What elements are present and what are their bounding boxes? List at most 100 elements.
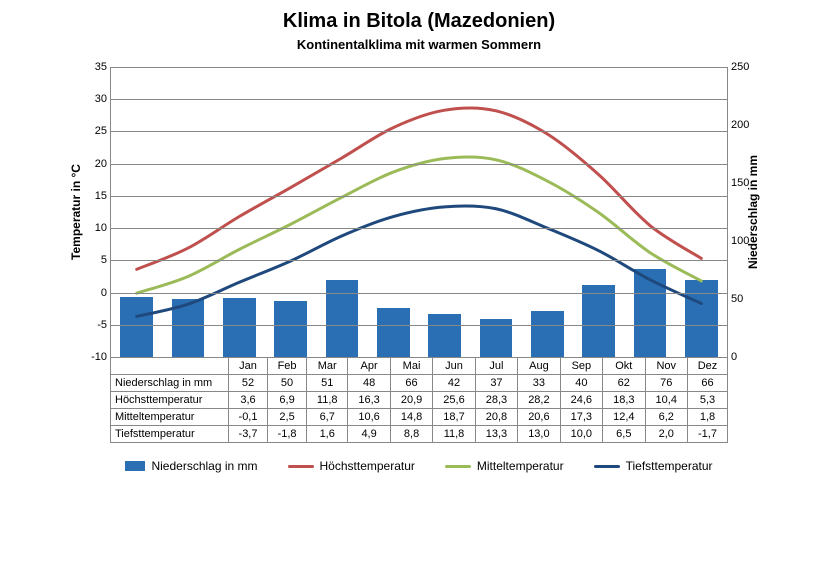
table-row-label: Mitteltemperatur	[111, 409, 229, 426]
y-tick-left: 15	[83, 190, 107, 202]
table-cell: 28,3	[475, 392, 517, 409]
y-tick-left: -5	[83, 319, 107, 331]
table-cell: 24,6	[560, 392, 602, 409]
grid-line	[111, 164, 727, 165]
y-tick-right: 50	[731, 293, 757, 305]
table-cell: 13,3	[475, 426, 517, 443]
grid-line	[111, 99, 727, 100]
table-cell: 6,2	[645, 409, 687, 426]
grid-line	[111, 67, 727, 68]
chart-area: Temperatur in °C Niederschlag in mm -10-…	[80, 67, 758, 357]
legend-swatch	[594, 465, 620, 468]
table-cell: 48	[348, 375, 390, 392]
table-cell: 66	[390, 375, 432, 392]
table-month-header: Okt	[603, 358, 645, 375]
table-cell: 66	[687, 375, 727, 392]
table-cell: 11,8	[433, 426, 475, 443]
y-tick-left: 0	[83, 287, 107, 299]
table-cell: 12,4	[603, 409, 645, 426]
table-row-label: Höchsttemperatur	[111, 392, 229, 409]
data-table: JanFebMarAprMaiJunJulAugSepOktNovDezNied…	[110, 357, 728, 443]
grid-line	[111, 357, 727, 358]
table-cell: 1,8	[687, 409, 727, 426]
table-cell: 25,6	[433, 392, 475, 409]
legend-item-low: Tiefsttemperatur	[594, 459, 713, 473]
table-cell: 20,8	[475, 409, 517, 426]
table-cell: 11,8	[307, 392, 348, 409]
table-cell: 20,6	[518, 409, 560, 426]
table-month-header: Jun	[433, 358, 475, 375]
table-cell: 4,9	[348, 426, 390, 443]
y-tick-left: 25	[83, 125, 107, 137]
grid-line	[111, 260, 727, 261]
table-cell: 16,3	[348, 392, 390, 409]
table-cell: 3,6	[229, 392, 268, 409]
table-cell: 6,9	[268, 392, 307, 409]
y-tick-right: 200	[731, 119, 757, 131]
table-month-header: Aug	[518, 358, 560, 375]
table-row: Tiefsttemperatur-3,7-1,81,64,98,811,813,…	[111, 426, 728, 443]
table-month-header: Mai	[390, 358, 432, 375]
table-cell: 6,5	[603, 426, 645, 443]
legend-swatch	[445, 465, 471, 468]
y-tick-left: 5	[83, 254, 107, 266]
y-tick-left: 10	[83, 222, 107, 234]
data-table-wrap: JanFebMarAprMaiJunJulAugSepOktNovDezNied…	[110, 357, 728, 443]
lines-layer	[111, 67, 727, 357]
legend-item-precip: Niederschlag in mm	[125, 459, 257, 473]
y-tick-right: 150	[731, 177, 757, 189]
table-cell: 1,6	[307, 426, 348, 443]
table-month-header: Jan	[229, 358, 268, 375]
legend-label: Niederschlag in mm	[151, 459, 257, 473]
grid-line	[111, 131, 727, 132]
table-cell: 17,3	[560, 409, 602, 426]
table-cell: 42	[433, 375, 475, 392]
table-cell: 51	[307, 375, 348, 392]
table-cell: 14,8	[390, 409, 432, 426]
table-cell: 6,7	[307, 409, 348, 426]
chart-title: Klima in Bitola (Mazedonien)	[20, 10, 818, 33]
table-cell: 76	[645, 375, 687, 392]
chart-subtitle: Kontinentalklima mit warmen Sommern	[20, 37, 818, 52]
legend-label: Höchsttemperatur	[320, 459, 415, 473]
y-axis-left-label: Temperatur in °C	[69, 164, 83, 260]
y-tick-left: 35	[83, 61, 107, 73]
table-cell: 2,0	[645, 426, 687, 443]
table-cell: 2,5	[268, 409, 307, 426]
table-month-header: Sep	[560, 358, 602, 375]
table-row: Höchsttemperatur3,66,911,816,320,925,628…	[111, 392, 728, 409]
legend-label: Mitteltemperatur	[477, 459, 564, 473]
table-cell: 18,3	[603, 392, 645, 409]
table-row-label: Niederschlag in mm	[111, 375, 229, 392]
table-cell: 62	[603, 375, 645, 392]
table-cell: 10,0	[560, 426, 602, 443]
table-month-header: Jul	[475, 358, 517, 375]
y-tick-right: 100	[731, 235, 757, 247]
table-cell: 8,8	[390, 426, 432, 443]
legend-item-mean: Mitteltemperatur	[445, 459, 564, 473]
legend-item-high: Höchsttemperatur	[288, 459, 415, 473]
table-cell: 50	[268, 375, 307, 392]
table-month-header: Apr	[348, 358, 390, 375]
table-month-header: Nov	[645, 358, 687, 375]
y-tick-right: 250	[731, 61, 757, 73]
grid-line	[111, 325, 727, 326]
legend: Niederschlag in mm Höchsttemperatur Mittel…	[20, 459, 818, 473]
grid-line	[111, 228, 727, 229]
grid-line	[111, 293, 727, 294]
table-cell: 18,7	[433, 409, 475, 426]
table-cell: 28,2	[518, 392, 560, 409]
y-tick-left: 30	[83, 93, 107, 105]
table-row: Mitteltemperatur-0,12,56,710,614,818,720…	[111, 409, 728, 426]
table-cell: 13,0	[518, 426, 560, 443]
y-tick-right: 0	[731, 351, 757, 363]
table-cell: -3,7	[229, 426, 268, 443]
table-month-header: Feb	[268, 358, 307, 375]
legend-label: Tiefsttemperatur	[626, 459, 713, 473]
table-month-header: Dez	[687, 358, 727, 375]
table-cell: 40	[560, 375, 602, 392]
table-cell: -0,1	[229, 409, 268, 426]
series-line-mean	[137, 157, 702, 293]
table-cell: 37	[475, 375, 517, 392]
table-cell: 10,4	[645, 392, 687, 409]
